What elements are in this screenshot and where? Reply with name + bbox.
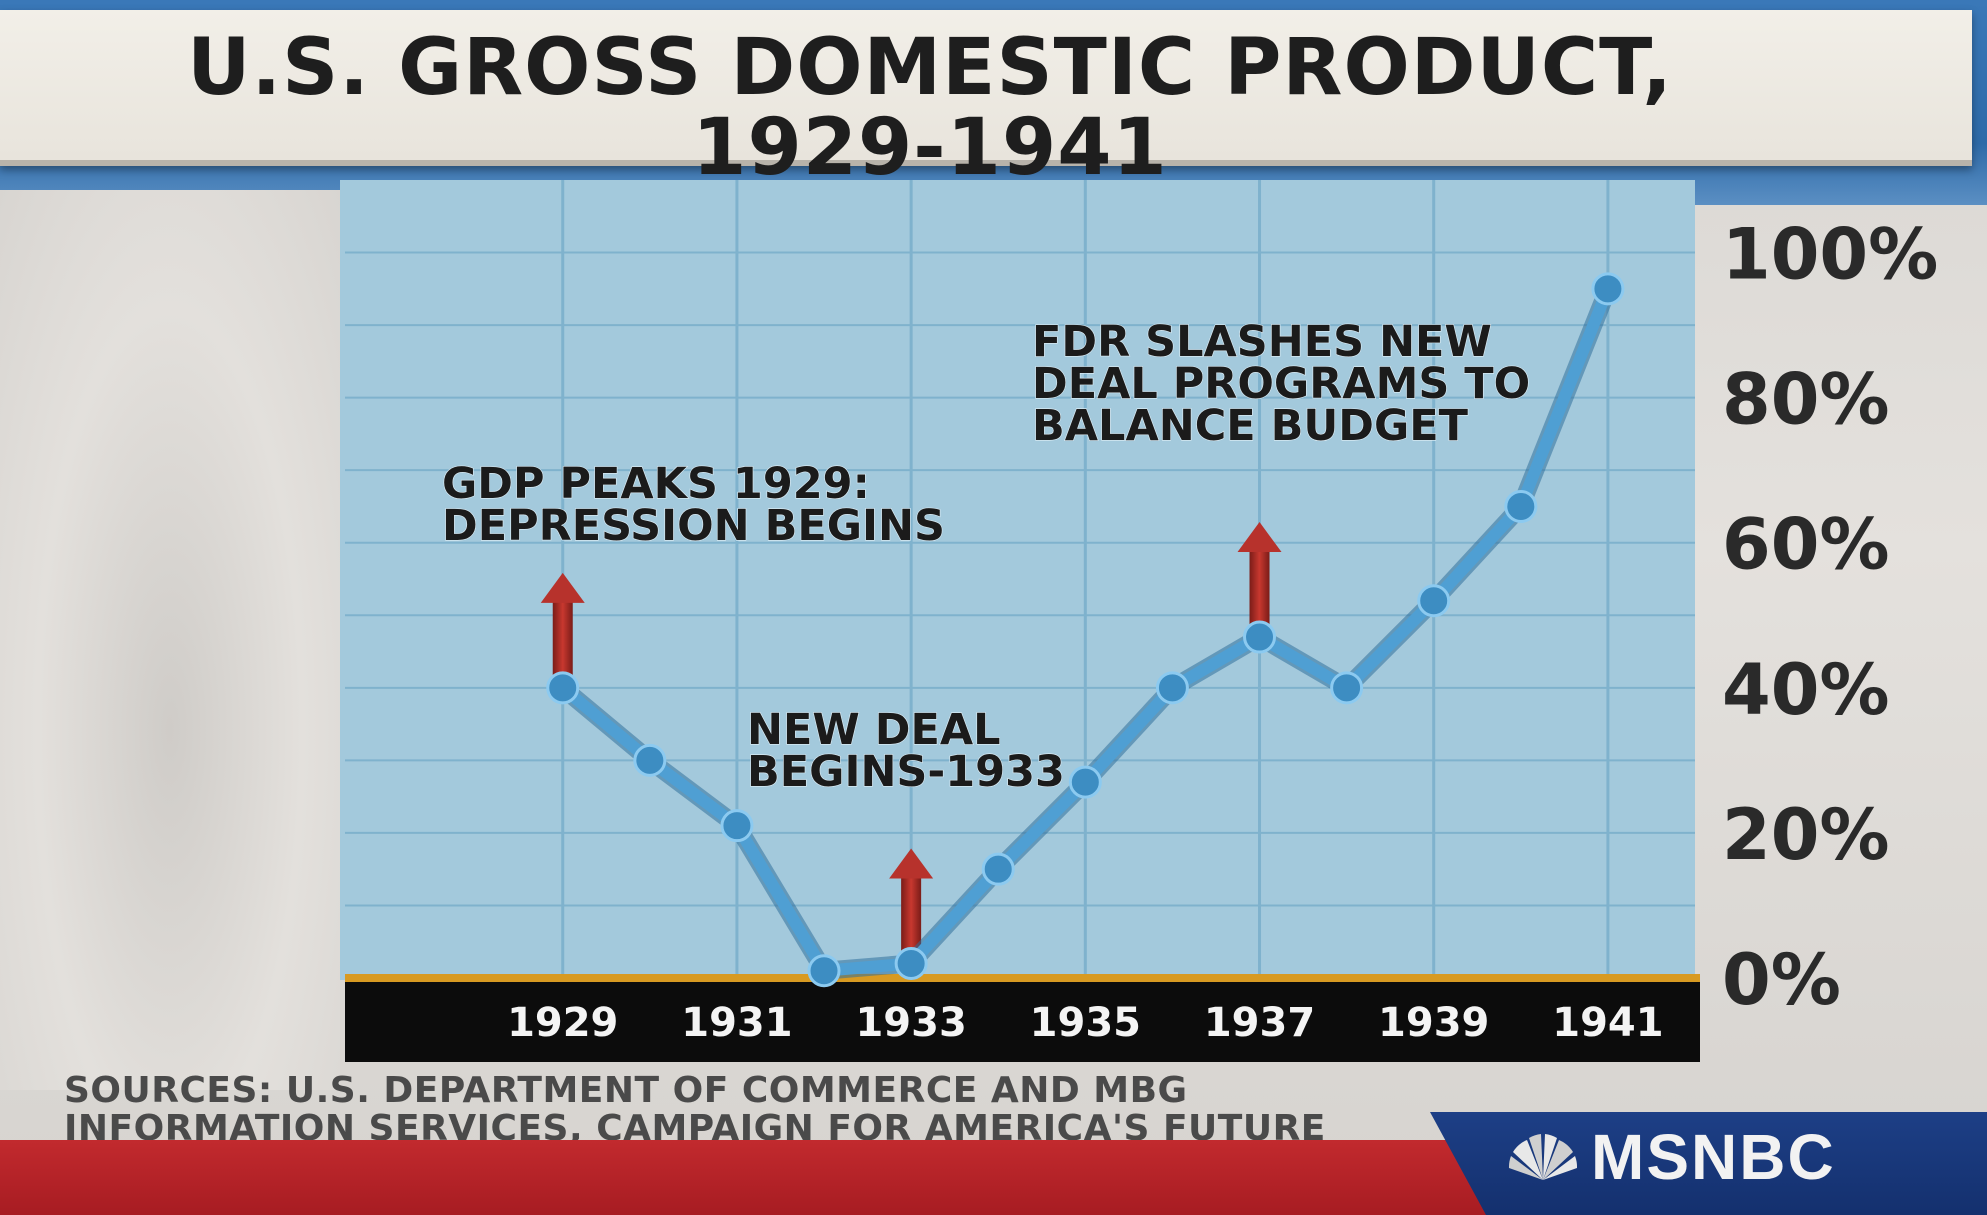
source-note: SOURCES: U.S. DEPARTMENT OF COMMERCE AND… (64, 1070, 1326, 1149)
data-point (807, 954, 841, 988)
network-logo: MSNBC (1505, 1121, 1985, 1193)
y-tick-label: 0% (1722, 939, 1841, 1021)
arrow-shaft (901, 874, 922, 954)
annotation-arrow (540, 572, 585, 678)
x-axis-ticks: 1929 1931 1933 1935 1937 1939 1941 (507, 1000, 1663, 1046)
chart-title: U.S. GROSS DOMESTIC PRODUCT, 1929-1941 (187, 23, 1673, 193)
network-name: MSNBC (1591, 1121, 1836, 1193)
x-tick-label: 1933 (855, 1000, 966, 1046)
y-tick-label: 80% (1722, 359, 1890, 441)
annotation-arrow (889, 848, 934, 954)
annotation-line: BALANCE BUDGET (1032, 401, 1469, 451)
annotation-label: GDP PEAKS 1929: DEPRESSION BEGINS (442, 459, 945, 551)
arrow-head (1237, 522, 1282, 553)
arrow-shaft (1249, 548, 1270, 628)
data-point (981, 852, 1015, 886)
annotation-label: FDR SLASHES NEW DEAL PROGRAMS TO BALANCE B… (1032, 317, 1530, 451)
x-tick-label: 1935 (1030, 1000, 1141, 1046)
x-tick-label: 1931 (681, 1000, 792, 1046)
y-tick-label: 20% (1722, 794, 1890, 876)
x-tick-label: 1937 (1204, 1000, 1315, 1046)
y-tick-label: 100% (1722, 214, 1938, 296)
annotations: GDP PEAKS 1929: DEPRESSION BEGINS NEW DEAL… (441, 316, 1530, 797)
annotation-line: FDR SLASHES NEW (1032, 317, 1492, 367)
arrow-head (889, 848, 934, 879)
data-point (1155, 671, 1189, 705)
data-point (1417, 584, 1451, 618)
data-point (1330, 671, 1364, 705)
annotation-line: GDP PEAKS 1929: (442, 459, 870, 509)
arrow-shaft (552, 598, 573, 678)
data-point (1591, 272, 1625, 306)
annotation-arrows (540, 522, 1282, 954)
x-tick-label: 1929 (507, 1000, 618, 1046)
zero-baseline (345, 974, 1700, 982)
x-axis-bar (345, 980, 1700, 1062)
annotation-arrow (1237, 522, 1282, 628)
data-point (633, 743, 667, 777)
annotation-line: DEPRESSION BEGINS (442, 501, 945, 551)
data-point (1243, 620, 1277, 654)
x-tick-label: 1941 (1552, 1000, 1663, 1046)
network-badge (1430, 1112, 1987, 1215)
annotation-line: NEW DEAL (747, 705, 1001, 755)
data-point (720, 809, 754, 843)
y-tick-label: 40% (1722, 649, 1890, 731)
data-points (546, 272, 1625, 988)
data-point (546, 671, 580, 705)
data-point (894, 946, 928, 980)
arrow-head (540, 572, 585, 603)
annotation-line: DEAL PROGRAMS TO (1032, 359, 1530, 409)
x-tick-label: 1939 (1378, 1000, 1489, 1046)
peacock-icon (1508, 1134, 1578, 1180)
y-tick-label: 60% (1722, 504, 1890, 586)
annotation-line: BEGINS-1933 (747, 747, 1065, 797)
background-texture (0, 190, 340, 1090)
title-plate: U.S. GROSS DOMESTIC PRODUCT, 1929-1941 (0, 10, 1972, 188)
annotation-label: NEW DEAL BEGINS-1933 (747, 705, 1065, 797)
y-axis-ticks: 0% 20% 40% 60% 80% 100% (1722, 214, 1938, 1021)
data-point (1504, 489, 1538, 523)
data-point (1068, 765, 1102, 799)
